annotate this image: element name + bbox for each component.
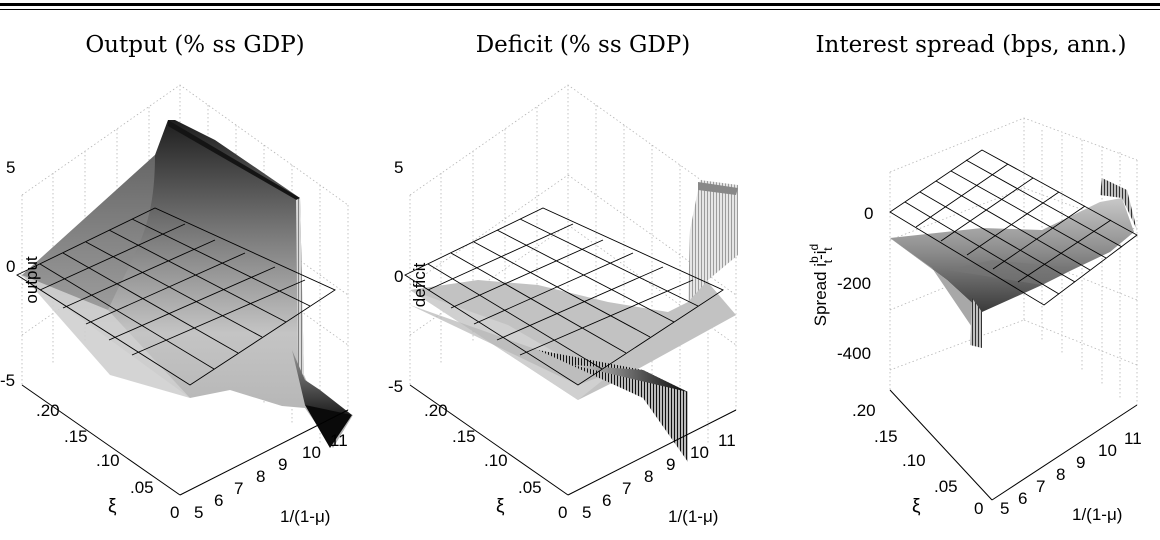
z-axis-label-mid: -i (811, 250, 830, 259)
z-tick-label: -5 (0, 371, 15, 390)
mu-tick-label: 8 (644, 467, 653, 486)
z-axis-ticks: 0 -200 -400 (837, 204, 873, 363)
xi-tick-label: .20 (424, 401, 448, 420)
xi-tick-label: .20 (36, 401, 60, 420)
xi-axis-ticks: .20 .15 .10 .05 0 (424, 401, 567, 522)
mu-tick-label: 9 (278, 455, 287, 474)
z-axis-label: Spread ibt-idt (807, 244, 835, 327)
xi-tick-label: .05 (518, 478, 542, 497)
xi-tick-label: 0 (558, 503, 567, 522)
mu-tick-label: 5 (194, 503, 203, 522)
mu-tick-label: 7 (622, 479, 631, 498)
xi-tick-label: .15 (452, 427, 476, 446)
z-axis-label-sup1: b (807, 256, 821, 263)
z-axis-label-sub1: t (821, 259, 835, 263)
mu-tick-label: 8 (256, 467, 265, 486)
mu-tick-label: 10 (1098, 441, 1117, 460)
mu-tick-label: 9 (666, 455, 675, 474)
mu-tick-label: 11 (1124, 429, 1142, 448)
z-tick-label: -400 (837, 344, 871, 363)
mu-axis-ticks: 5 6 7 8 9 10 11 (582, 431, 736, 522)
mu-tick-label: 11 (718, 431, 736, 450)
top-rule-thin (0, 9, 1160, 10)
spread-surface (890, 178, 1137, 348)
xi-axis-label: ξ (108, 496, 117, 517)
z-tick-label: 0 (394, 267, 403, 286)
xi-tick-label: .15 (874, 427, 898, 446)
z-axis-ticks: 5 0 -5 (388, 158, 403, 396)
zero-plane-grid (404, 207, 724, 386)
mu-axis-ticks: 5 6 7 8 9 10 11 (1000, 429, 1142, 518)
xi-tick-label: .20 (852, 401, 876, 420)
z-tick-label: 5 (6, 158, 15, 177)
xi-tick-label: 0 (974, 499, 983, 518)
zero-plane-grid (16, 207, 336, 386)
mu-tick-label: 7 (234, 479, 243, 498)
mu-tick-label: 6 (1018, 489, 1027, 508)
mu-tick-label: 11 (330, 431, 348, 450)
xi-tick-label: .05 (130, 478, 154, 497)
zero-plane-grid (889, 149, 1138, 306)
box-axes (889, 389, 1138, 501)
xi-tick-label: .10 (484, 451, 508, 470)
xi-axis-label: ξ (912, 496, 921, 517)
mu-axis-label: 1/(1-μ) (668, 507, 718, 526)
mu-tick-label: 6 (602, 491, 611, 510)
mu-tick-label: 9 (1076, 453, 1085, 472)
z-axis-label: output (22, 256, 41, 304)
mu-tick-label: 10 (690, 443, 709, 462)
deficit-surface-chart: 5 0 -5 deficit .20 .15 .10 .05 0 ξ 5 6 7… (388, 84, 738, 526)
z-tick-label: 5 (394, 158, 403, 177)
z-axis-label-sub2: t (821, 247, 835, 251)
xi-tick-label: .15 (64, 427, 88, 446)
spread-surface-chart: 0 -200 -400 Spread ibt-idt .20 .15 .10 .… (807, 117, 1142, 524)
panel-title-deficit: Deficit (% ss GDP) (475, 32, 691, 58)
box-axes (409, 384, 737, 496)
output-surface (17, 120, 353, 448)
xi-axis-ticks: .20 .15 .10 .05 0 (36, 401, 179, 522)
mu-tick-label: 6 (214, 491, 223, 510)
deficit-surface (410, 180, 738, 462)
xi-tick-label: 0 (170, 503, 179, 522)
output-surface-chart: 5 0 -5 output .20 .15 .10 .05 0 ξ 5 6 7 … (0, 84, 353, 526)
xi-axis-ticks: .20 .15 .10 .05 0 (852, 401, 983, 518)
mu-axis-label: 1/(1-μ) (280, 507, 330, 526)
mu-tick-label: 8 (1056, 465, 1065, 484)
xi-tick-label: .10 (96, 451, 120, 470)
z-axis-label: deficit (410, 263, 429, 308)
box-axes (21, 384, 349, 496)
z-tick-label: 0 (6, 257, 15, 276)
mu-axis-label: 1/(1-μ) (1072, 505, 1122, 524)
mu-tick-label: 5 (1000, 499, 1009, 518)
panel-title-output: Output (% ss GDP) (85, 32, 305, 58)
z-axis-ticks: 5 0 -5 (0, 158, 15, 390)
z-tick-label: 0 (864, 204, 873, 223)
xi-tick-label: .10 (902, 451, 926, 470)
panel-title-spread: Interest spread (bps, ann.) (815, 32, 1127, 58)
xi-tick-label: .05 (934, 477, 958, 496)
z-axis-label-main: Spread i (811, 263, 830, 326)
z-tick-label: -5 (388, 377, 403, 396)
mu-axis-ticks: 5 6 7 8 9 10 11 (194, 431, 348, 522)
mu-tick-label: 10 (302, 443, 321, 462)
z-axis-label-sup2: d (807, 244, 821, 251)
mu-tick-label: 7 (1036, 477, 1045, 496)
z-tick-label: -200 (837, 274, 871, 293)
xi-axis-label: ξ (496, 496, 505, 517)
mu-tick-label: 5 (582, 503, 591, 522)
top-rule-thick (0, 3, 1160, 6)
